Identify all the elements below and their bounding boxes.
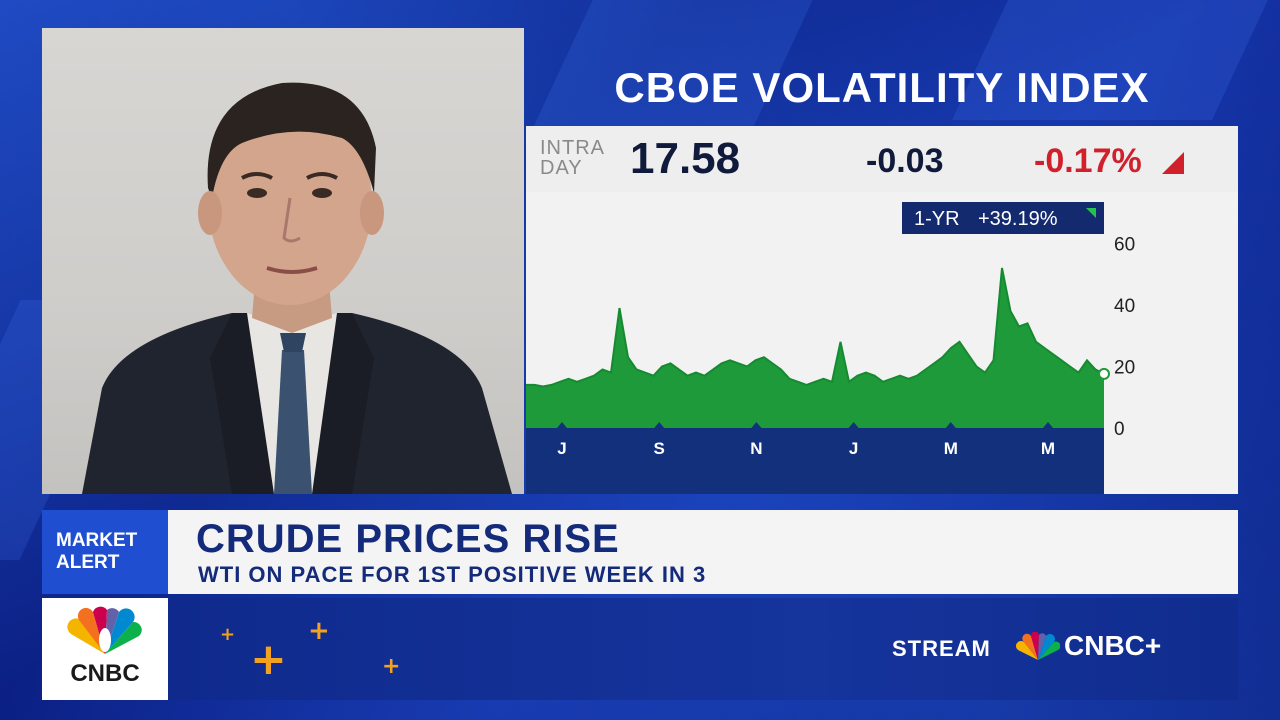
peacock-small-icon (1016, 632, 1060, 660)
x-tick-mark (848, 422, 859, 428)
net-change: -0.03 (866, 142, 944, 180)
x-tick-mark (1043, 422, 1053, 428)
intraday-label-line1: INTRA (540, 137, 605, 159)
plus-decoration-icon: + (220, 624, 236, 645)
promo-bar: + + + + STREAM CNBC+ (168, 598, 1238, 700)
x-axis-band (526, 428, 1104, 494)
badge-change: +39.19% (978, 208, 1058, 230)
stream-label: STREAM (892, 636, 991, 661)
down-arrow-icon (1162, 152, 1184, 174)
market-alert-box: MARKET ALERT (42, 510, 168, 594)
vix-chart-svg: J S N J M M 0 20 40 60 1-YR +39.19% (526, 202, 1135, 494)
x-tick-mark (751, 422, 762, 428)
one-year-badge-bg (902, 202, 1104, 234)
intraday-label: INTRA DAY (540, 138, 624, 178)
last-price: 17.58 (630, 134, 741, 183)
x-tick-label: N (750, 439, 762, 458)
logo-text: CNBC (70, 660, 140, 687)
x-tick-label: J (557, 439, 566, 458)
percent-change: -0.17% (1034, 142, 1142, 180)
y-tick-label: 40 (1114, 296, 1135, 317)
x-tick-label: M (944, 439, 958, 458)
network-logo: CNBC (42, 598, 168, 700)
y-tick-label: 60 (1114, 234, 1135, 255)
alert-label-line2: ALERT (56, 552, 120, 573)
headline-box: CRUDE PRICES RISE WTI ON PACE FOR 1ST PO… (168, 510, 1238, 594)
up-arrow-icon (1086, 208, 1096, 218)
badge-period: 1-YR (914, 208, 960, 230)
guest-figure (82, 82, 512, 494)
vix-line (526, 267, 1105, 388)
x-tick-label: M (1041, 439, 1055, 458)
one-year-badge: 1-YR +39.19% (902, 202, 1104, 234)
last-value-dot (1098, 367, 1110, 380)
subheadline: WTI ON PACE FOR 1ST POSITIVE WEEK IN 3 (198, 562, 707, 587)
headline: CRUDE PRICES RISE (196, 517, 620, 561)
x-tick-mark (945, 422, 956, 428)
y-tick-layer: 0 20 40 60 (1114, 234, 1135, 440)
plus-decoration-icon: + (250, 634, 287, 685)
y-tick-label: 0 (1114, 419, 1125, 440)
alert-label-line1: MARKET (56, 530, 138, 551)
chart-title: CBOE VOLATILITY INDEX (614, 64, 1150, 111)
cnbc-plus-label: CNBC+ (1064, 630, 1162, 661)
intraday-label-line2: DAY (540, 157, 583, 179)
peacock-icon (67, 606, 142, 654)
x-tick-label: J (849, 439, 858, 458)
vix-area-series (526, 268, 1104, 428)
plus-decoration-icon: + (382, 654, 401, 679)
plus-decoration-icon: + (308, 616, 330, 646)
x-tick-mark (654, 422, 665, 428)
y-tick-label: 20 (1114, 357, 1135, 378)
x-tick-label: S (654, 439, 665, 458)
x-tick-mark (557, 422, 567, 428)
area-layer (526, 267, 1110, 428)
quote-bar: INTRA DAY 17.58 -0.03 -0.17% (526, 126, 1238, 192)
guest-video-feed (42, 28, 524, 494)
vix-chart: J S N J M M 0 20 40 60 1-YR +39.19% (526, 192, 1238, 494)
